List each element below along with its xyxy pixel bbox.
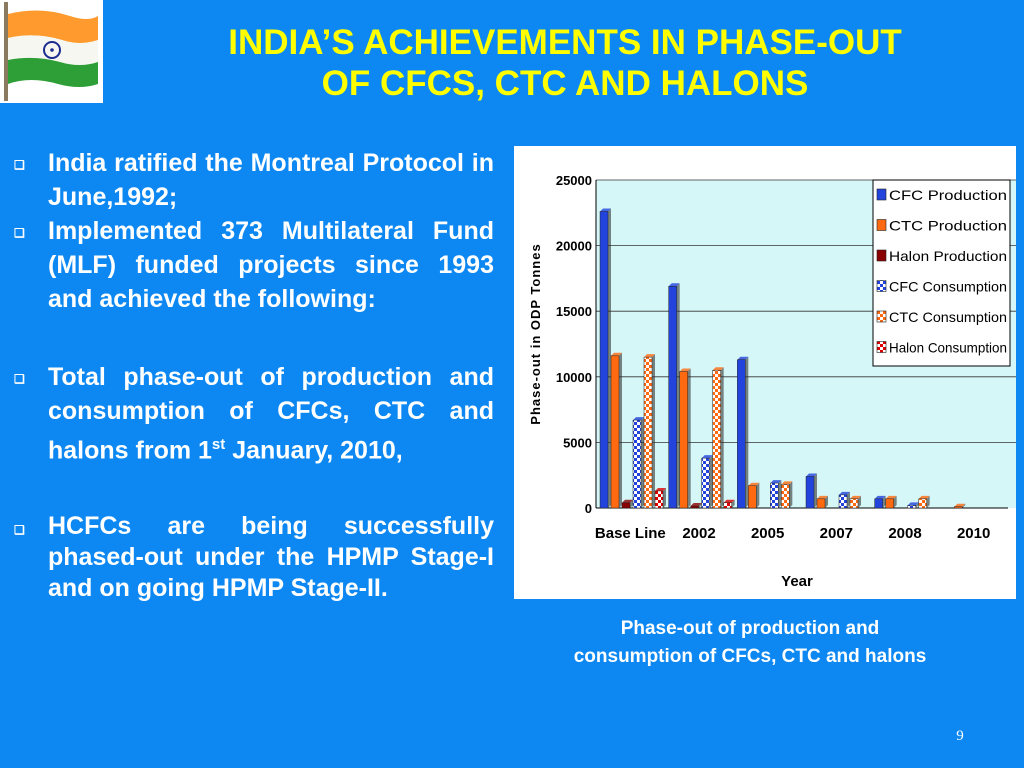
title-line-1: INDIA’S ACHIEVEMENTS IN PHASE-OUT — [228, 23, 902, 62]
bar-cfc-production — [599, 208, 611, 509]
bar-cfc-consumption — [632, 417, 644, 509]
bar-halon-consumption — [654, 487, 666, 509]
bullet-text-total-phaseout: Total phase-out of production and consum… — [48, 360, 494, 467]
y-tick-label: 5000 — [563, 435, 592, 450]
legend-label: CFC Production — [889, 187, 1007, 203]
bar-ctc-production — [885, 495, 897, 509]
legend-label: CTC Production — [889, 218, 1007, 234]
bar-ctc-production — [748, 482, 760, 509]
y-axis-label: Phase-out in ODP Tonnes — [528, 243, 543, 424]
slide-title: INDIA’S ACHIEVEMENTS IN PHASE-OUT OF CFC… — [110, 22, 1020, 104]
legend-swatch — [876, 310, 887, 323]
bullet-marker-icon: ❑ — [14, 523, 25, 538]
flag-icon — [0, 0, 103, 103]
y-tick-label: 0 — [585, 501, 592, 516]
x-tick-label: 2008 — [888, 525, 921, 542]
legend-swatch — [876, 341, 887, 353]
bullet-text-phaseout-main: Total phase-out of production and consum… — [48, 363, 494, 465]
chart-legend: CFC Production CTC Production Halon Produc… — [872, 179, 1011, 367]
legend-swatch — [876, 219, 887, 231]
x-axis-label: Year — [781, 573, 813, 590]
bar-cfc-consumption — [701, 455, 713, 509]
legend-label: CTC Consumption — [889, 309, 1007, 325]
legend-label: Halon Consumption — [889, 340, 1007, 356]
bar-cfc-production — [874, 495, 886, 509]
bar-halon-consumption — [723, 499, 735, 509]
bar-ctc-consumption — [849, 495, 861, 509]
legend-swatch — [876, 280, 887, 292]
bullet-item: ❑ HCFCs are being successfully phased-ou… — [14, 511, 494, 604]
bar-ctc-consumption — [712, 367, 724, 509]
bullet-marker-icon: ❑ — [14, 372, 25, 386]
bullet-text-phaseout-end: January, 2010, — [225, 436, 403, 465]
legend-label: Halon Production — [889, 248, 1007, 264]
bullet-list: ❑ India ratified the Montreal Protocol i… — [14, 146, 494, 604]
legend-label: CFC Consumption — [889, 279, 1007, 295]
bar-cfc-consumption — [770, 480, 782, 509]
bar-halon-production — [621, 499, 633, 509]
y-tick-label: 20000 — [556, 239, 592, 254]
bar-ctc-consumption — [781, 481, 793, 509]
bullet-item: ❑ India ratified the Montreal Protocol i… — [14, 146, 494, 214]
bullet-item: ❑ Total phase-out of production and cons… — [14, 360, 494, 467]
legend-swatch — [876, 249, 887, 262]
bar-cfc-production — [805, 473, 817, 509]
legend-swatch — [876, 188, 887, 201]
bar-ctc-consumption — [643, 354, 655, 509]
bars-group — [599, 208, 966, 509]
page-number: 9 — [956, 728, 964, 744]
bar-cfc-production — [668, 283, 680, 509]
bar-ctc-production — [954, 503, 966, 509]
x-tick-label: 2005 — [751, 525, 784, 542]
title-line-2: OF CFCS, CTC AND HALONS — [321, 64, 809, 103]
y-tick-label: 10000 — [556, 370, 592, 385]
legend-box — [872, 179, 1011, 367]
bullet-marker-icon: ❑ — [14, 158, 25, 172]
bar-ctc-production — [610, 352, 622, 509]
bullet-item: ❑ Implemented 373 Multilateral Fund (MLF… — [14, 214, 494, 316]
x-tick-label: 2002 — [682, 525, 715, 542]
chart-container: 0 5000 10000 15000 20000 25000 Base Line 2002 2… — [514, 146, 1016, 599]
bar-ctc-production — [816, 495, 828, 509]
bar-cfc-consumption — [907, 502, 919, 509]
y-tick-label: 15000 — [556, 304, 592, 319]
bullet-text-hcfcs: HCFCs are being successfully phased-out … — [48, 512, 494, 603]
bullet-marker-icon: ❑ — [14, 226, 25, 240]
bar-ctc-consumption — [918, 495, 930, 509]
x-tick-label: Base Line — [595, 525, 666, 542]
x-tick-label: 2007 — [820, 525, 853, 542]
bullet-text-mlf: Implemented 373 Multilateral Fund (MLF) … — [48, 217, 494, 313]
superscript-st: st — [211, 436, 226, 453]
chart-caption: Phase-out of production and consumption … — [573, 618, 927, 667]
y-tick-labels: 0 5000 10000 15000 20000 25000 — [556, 173, 592, 516]
x-tick-labels: Base Line 2002 2005 2007 2008 2010 — [595, 525, 990, 542]
x-tick-label: 2010 — [957, 525, 990, 542]
bullet-text-ratified: India ratified the Montreal Protocol in … — [48, 149, 494, 211]
bar-cfc-production — [737, 356, 749, 509]
phaseout-bar-chart: 0 5000 10000 15000 20000 25000 Base Line 2002 2… — [528, 173, 1016, 590]
bar-ctc-production — [679, 368, 691, 509]
bar-halon-production — [690, 503, 702, 509]
india-flag-logo — [0, 0, 103, 103]
bar-cfc-consumption — [838, 491, 850, 509]
y-tick-label: 25000 — [556, 173, 592, 188]
